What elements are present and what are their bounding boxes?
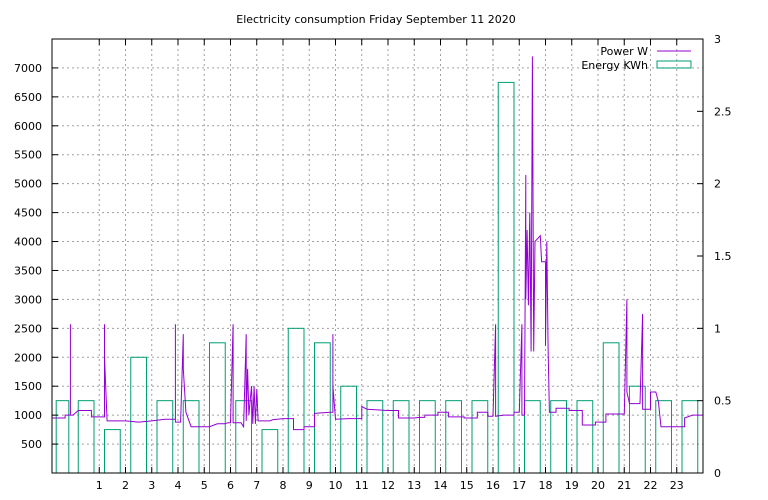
y2-tick-label: 1 <box>714 322 721 335</box>
x-tick-label: 20 <box>591 479 605 492</box>
y2-tick-label: 2.5 <box>714 105 732 118</box>
x-tick-label: 18 <box>539 479 553 492</box>
energy-box <box>261 429 279 474</box>
energy-box <box>314 342 331 474</box>
y2-tick-label: 1.5 <box>714 250 732 263</box>
y-axis-right: 0 0.5 1 1.5 2 2.5 3 <box>697 33 732 480</box>
x-tick-label: 12 <box>381 479 395 492</box>
y-tick-label: 2500 <box>14 322 42 335</box>
x-tick-label: 7 <box>253 479 260 492</box>
y-tick-label: 500 <box>21 438 42 451</box>
x-tick-label: 6 <box>227 479 234 492</box>
energy-box <box>366 400 384 474</box>
chart-title: Electricity consumption Friday September… <box>236 13 515 26</box>
y-tick-label: 2000 <box>14 351 42 364</box>
y-tick-label: 6000 <box>14 120 42 133</box>
legend: Power W Energy KWh <box>581 45 692 72</box>
x-tick-label: 16 <box>486 479 500 492</box>
energy-box <box>340 385 357 474</box>
x-tick-label: 22 <box>644 479 658 492</box>
energy-box <box>681 400 699 474</box>
x-tick-label: 2 <box>122 479 129 492</box>
y-tick-label: 6500 <box>14 91 42 104</box>
x-tick-label: 17 <box>512 479 526 492</box>
y2-tick-label: 0.5 <box>714 395 732 408</box>
y-tick-label: 1000 <box>14 409 42 422</box>
legend-label-energy: Energy KWh <box>581 59 648 72</box>
energy-box <box>104 429 121 474</box>
legend-label-power: Power W <box>600 45 648 58</box>
y2-tick-label: 2 <box>714 178 721 191</box>
grid-lines <box>52 39 703 473</box>
x-tick-label: 8 <box>280 479 287 492</box>
x-tick-label: 4 <box>175 479 182 492</box>
energy-box <box>576 400 594 474</box>
energy-box <box>419 400 436 474</box>
y-tick-label: 3000 <box>14 293 42 306</box>
y-tick-label: 1500 <box>14 380 42 393</box>
x-tick-label: 15 <box>460 479 474 492</box>
x-tick-label: 14 <box>434 479 448 492</box>
y-tick-label: 5500 <box>14 149 42 162</box>
energy-box <box>445 400 462 474</box>
x-tick-label: 10 <box>329 479 343 492</box>
energy-box <box>655 400 672 474</box>
x-tick-label: 23 <box>670 479 684 492</box>
legend-swatch-energy <box>656 60 692 69</box>
y2-tick-label: 0 <box>714 467 721 480</box>
y-axis-left: 500 1000 1500 2000 2500 3000 3500 4000 4500 5000 5… <box>14 62 58 451</box>
x-tick-label: 3 <box>148 479 155 492</box>
x-tick-label: 21 <box>617 479 631 492</box>
energy-box <box>287 327 305 474</box>
x-tick-label: 9 <box>306 479 313 492</box>
energy-box <box>550 400 567 474</box>
x-tick-label: 5 <box>201 479 208 492</box>
y-tick-label: 7000 <box>14 62 42 75</box>
x-tick-label: 1 <box>96 479 103 492</box>
power-series <box>52 56 703 431</box>
energy-box <box>602 342 620 474</box>
energy-box <box>471 400 489 474</box>
x-tick-label: 19 <box>565 479 579 492</box>
y-tick-label: 4500 <box>14 207 42 220</box>
power-line <box>52 56 703 431</box>
energy-box <box>156 400 174 474</box>
y-tick-label: 5000 <box>14 178 42 191</box>
x-tick-label: 11 <box>355 479 369 492</box>
energy-box <box>497 81 515 474</box>
energy-series <box>55 81 699 474</box>
energy-box <box>209 342 226 474</box>
y-tick-label: 4000 <box>14 236 42 249</box>
energy-box <box>392 400 410 474</box>
energy-box <box>55 400 70 474</box>
plot-border <box>51 38 704 474</box>
x-axis: 1 2 3 4 5 6 7 8 9 10 11 12 13 14 15 16 17 18 19 20 21 22 23 <box>96 39 684 492</box>
x-tick-label: 13 <box>407 479 421 492</box>
y-tick-label: 3500 <box>14 264 42 277</box>
y2-tick-label: 3 <box>714 33 721 46</box>
energy-box <box>524 400 541 474</box>
